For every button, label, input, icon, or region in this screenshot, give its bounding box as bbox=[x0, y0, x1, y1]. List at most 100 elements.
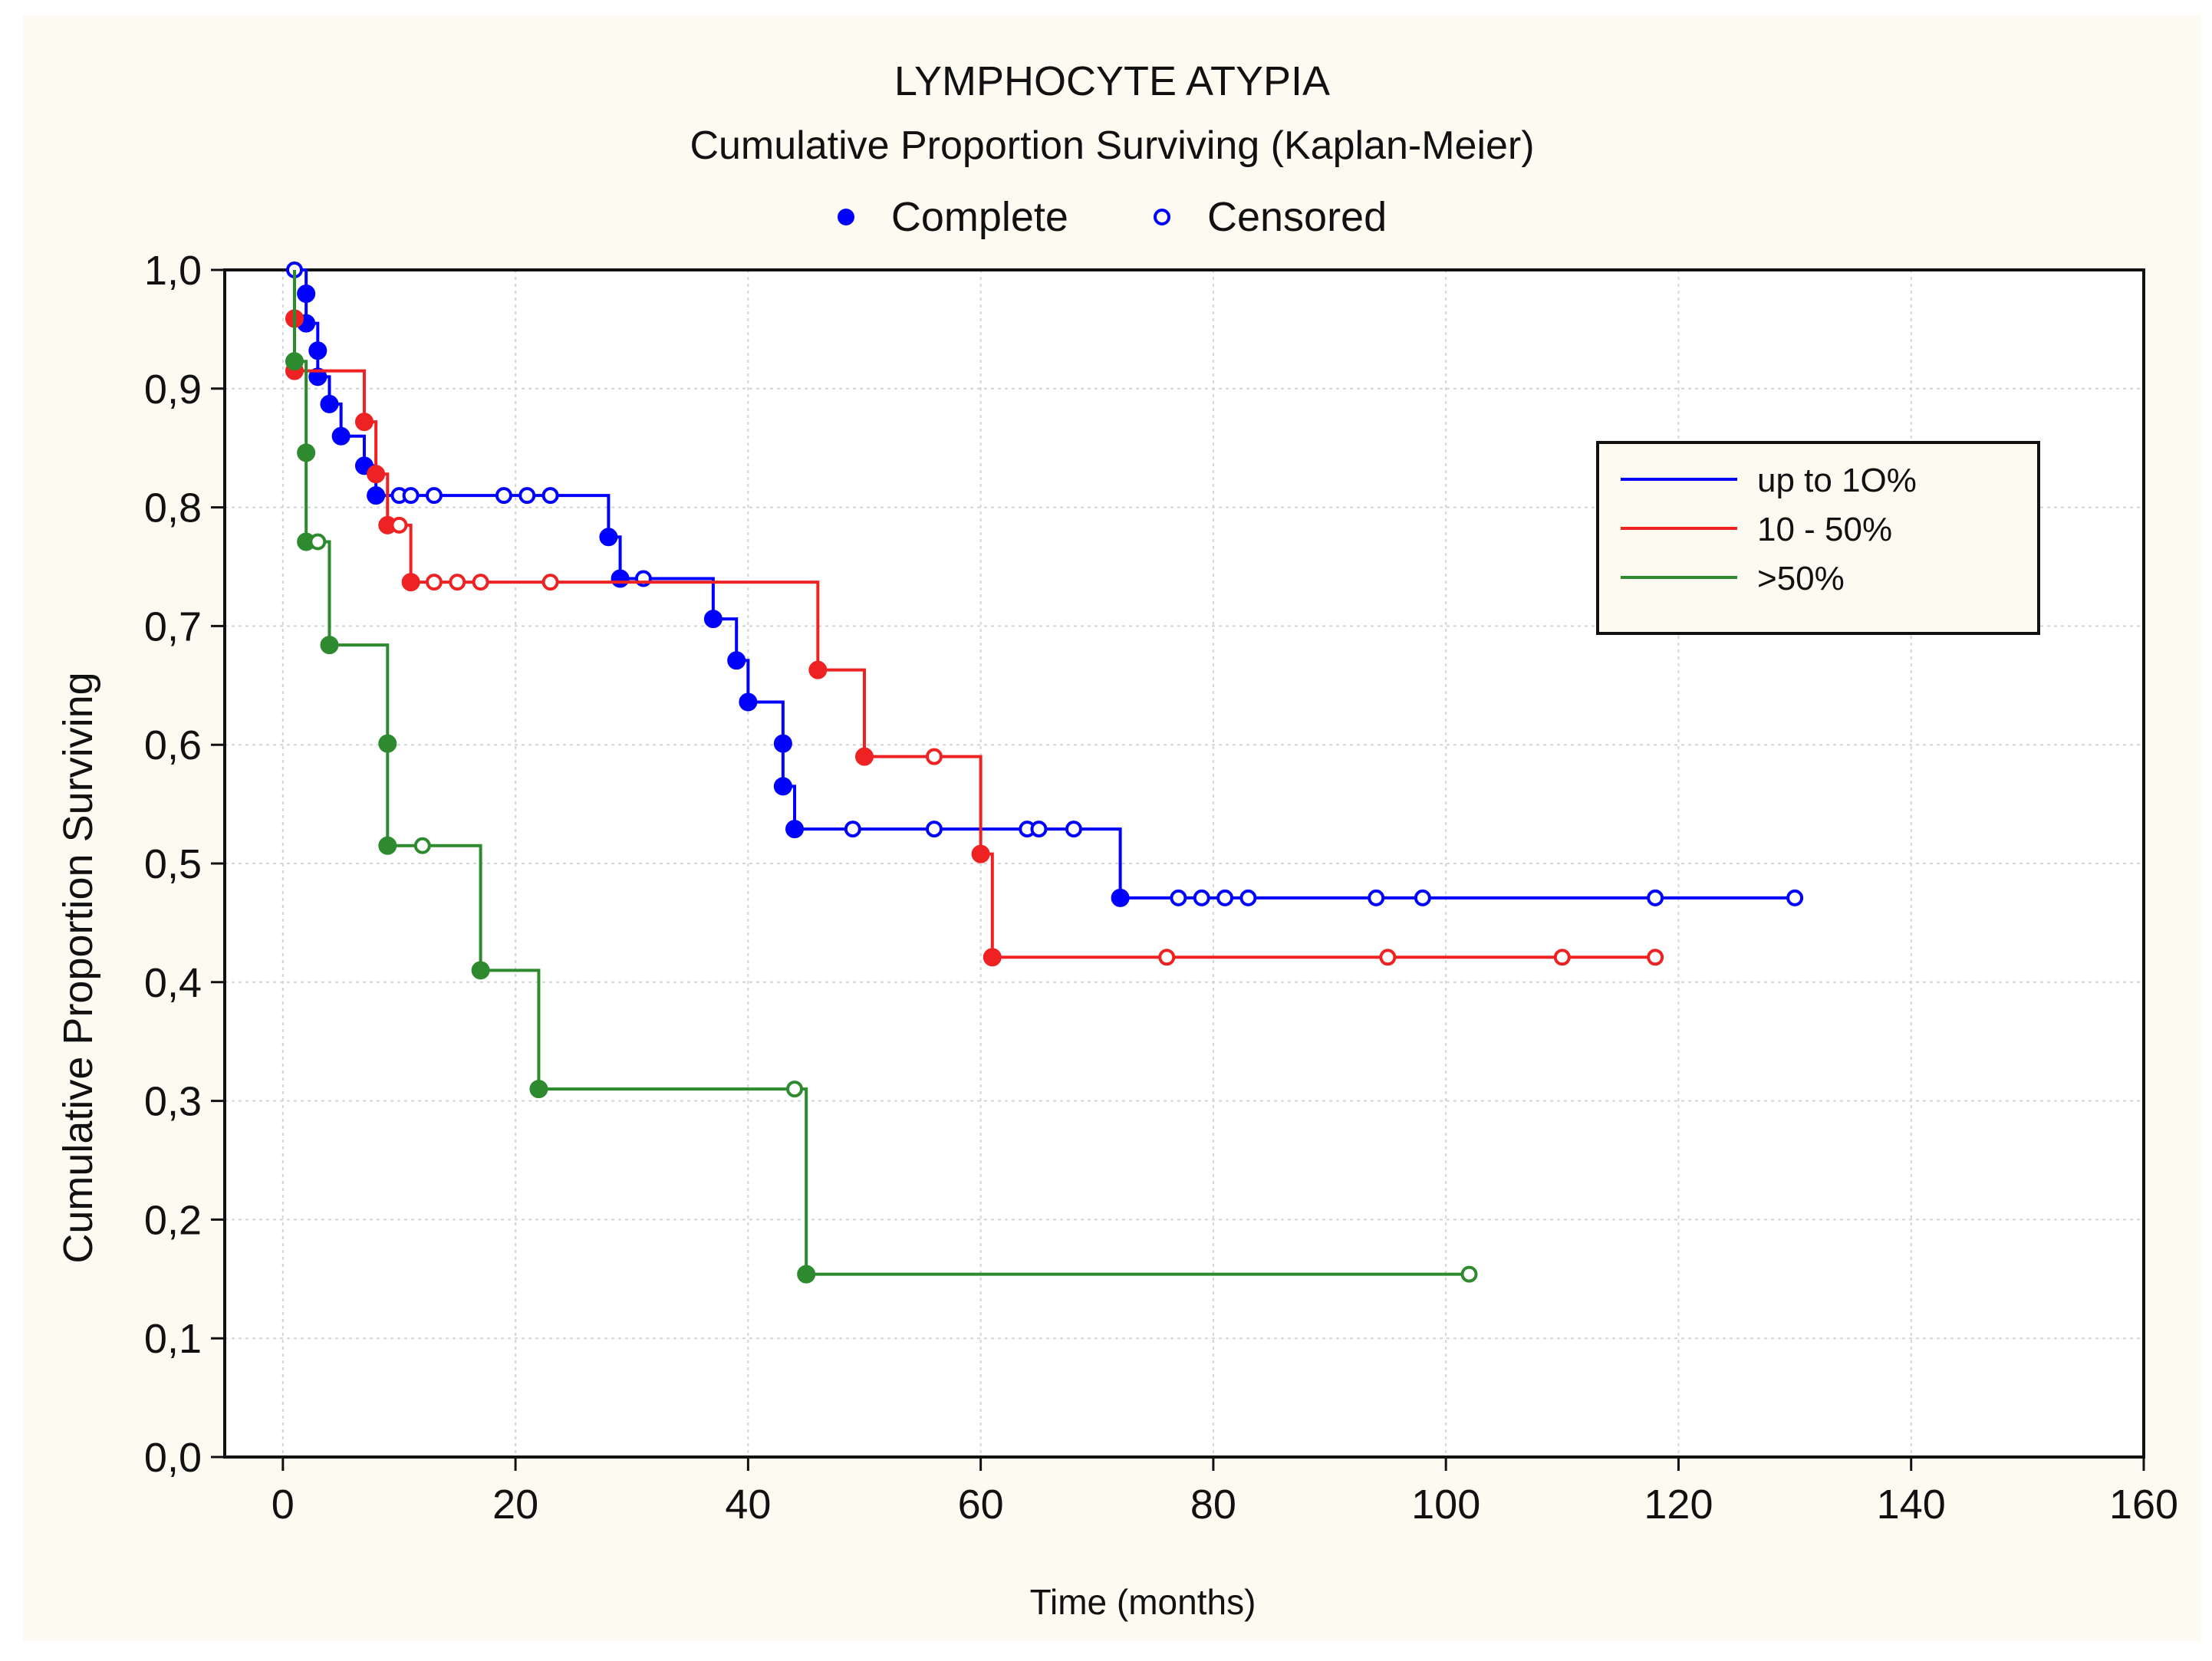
y-tick-label: 0,8 bbox=[144, 485, 202, 531]
complete-point bbox=[773, 777, 792, 796]
y-tick-label: 0,7 bbox=[144, 604, 202, 650]
censored-point bbox=[1065, 821, 1082, 838]
x-axis-label: Time (months) bbox=[1030, 1582, 1256, 1622]
censored-point bbox=[390, 516, 408, 534]
x-tick-label: 100 bbox=[1411, 1482, 1480, 1528]
censored-point bbox=[425, 574, 443, 591]
censored-point bbox=[1647, 949, 1664, 966]
x-tick-label: 20 bbox=[492, 1482, 538, 1528]
marker-legend-complete-label: Complete bbox=[890, 194, 1068, 240]
marker-legend: Complete Censored bbox=[23, 188, 2201, 241]
complete-point bbox=[297, 284, 316, 303]
complete-point bbox=[703, 610, 723, 629]
y-axis-label: Cumulative Proportion Surviving bbox=[55, 672, 101, 1263]
censored-point bbox=[844, 821, 861, 838]
complete-marker-icon bbox=[837, 209, 854, 225]
complete-point bbox=[471, 961, 490, 980]
x-tick-label: 0 bbox=[272, 1482, 295, 1528]
y-tick-label: 0,3 bbox=[144, 1079, 202, 1125]
censored-point bbox=[518, 487, 536, 505]
complete-point bbox=[297, 443, 316, 462]
y-tick-label: 0,1 bbox=[144, 1316, 202, 1362]
complete-point bbox=[599, 528, 618, 547]
complete-point bbox=[354, 413, 374, 432]
legend-label: up to 1O% bbox=[1757, 462, 1917, 499]
chart-title: LYMPHOCYTE ATYPIA bbox=[894, 58, 1331, 104]
censored-point bbox=[1786, 889, 1804, 906]
complete-point bbox=[727, 651, 746, 670]
censored-point bbox=[925, 821, 943, 838]
censored-point bbox=[413, 837, 431, 854]
censored-point bbox=[402, 487, 420, 505]
censored-point bbox=[1216, 889, 1234, 906]
censored-point bbox=[541, 487, 559, 505]
legend-item-1: up to 1O% bbox=[1621, 462, 1917, 499]
x-tick-label: 140 bbox=[1877, 1482, 1946, 1528]
censored-marker-icon bbox=[1153, 209, 1170, 225]
complete-point bbox=[739, 692, 758, 712]
complete-point bbox=[855, 747, 874, 766]
y-tick-label: 0,9 bbox=[144, 367, 202, 413]
y-tick-label: 0,6 bbox=[144, 722, 202, 768]
complete-point bbox=[983, 948, 1002, 967]
series-3 bbox=[285, 270, 1478, 1284]
y-tick-label: 0,4 bbox=[144, 960, 202, 1006]
y-tick-label: 0,5 bbox=[144, 841, 202, 887]
series-2 bbox=[285, 270, 1664, 967]
complete-point bbox=[367, 486, 386, 505]
legend-item-2: 10 - 50% bbox=[1621, 511, 1892, 548]
censored-point bbox=[541, 574, 559, 591]
censored-point bbox=[786, 1080, 804, 1098]
axes: 0 20 40 60 80 100 120 140 160 0,0 0,1 0,2 0,3 0,4 0,5 0… bbox=[144, 248, 2178, 1528]
x-tick-label: 40 bbox=[725, 1482, 771, 1528]
complete-point bbox=[529, 1080, 548, 1099]
censored-point bbox=[425, 487, 443, 505]
legend-label: >50% bbox=[1757, 560, 1845, 597]
censored-point bbox=[495, 487, 512, 505]
complete-point bbox=[773, 734, 792, 753]
complete-point bbox=[785, 820, 805, 839]
censored-point bbox=[1368, 889, 1385, 906]
marker-legend-complete: Complete bbox=[837, 193, 1068, 241]
censored-point bbox=[1193, 889, 1210, 906]
series-line bbox=[292, 270, 1656, 959]
censored-point bbox=[1460, 1265, 1478, 1283]
complete-point bbox=[797, 1265, 816, 1284]
y-tick-label: 1,0 bbox=[144, 248, 202, 294]
complete-point bbox=[971, 844, 990, 863]
complete-point bbox=[378, 836, 397, 855]
legend-item-3: >50% bbox=[1621, 560, 1845, 597]
complete-point bbox=[320, 636, 339, 655]
x-tick-label: 160 bbox=[2109, 1482, 2178, 1528]
x-tick-label: 80 bbox=[1190, 1482, 1236, 1528]
complete-point bbox=[367, 465, 386, 484]
censored-point bbox=[1170, 889, 1187, 906]
complete-point bbox=[308, 367, 328, 386]
censored-point bbox=[1553, 949, 1571, 966]
censored-point bbox=[309, 533, 327, 551]
marker-legend-censored-label: Censored bbox=[1206, 194, 1387, 240]
x-tick-label: 120 bbox=[1644, 1482, 1713, 1528]
y-tick-label: 0,2 bbox=[144, 1197, 202, 1243]
censored-point bbox=[1379, 949, 1397, 966]
legend-box bbox=[1596, 441, 2040, 635]
series-layer bbox=[285, 261, 1804, 1284]
y-tick-label: 0,0 bbox=[144, 1435, 202, 1481]
censored-point bbox=[1414, 889, 1431, 906]
censored-point bbox=[1158, 949, 1176, 966]
legend-label: 10 - 50% bbox=[1757, 511, 1892, 548]
complete-point bbox=[611, 569, 630, 588]
series-legend: up to 1O% 10 - 50% >50% bbox=[1596, 441, 2040, 635]
censored-point bbox=[449, 574, 466, 591]
complete-point bbox=[320, 394, 339, 413]
complete-point bbox=[808, 660, 828, 679]
series-1 bbox=[285, 261, 1804, 907]
complete-point bbox=[308, 341, 328, 360]
marker-legend-censored: Censored bbox=[1153, 193, 1387, 241]
censored-point bbox=[472, 574, 489, 591]
complete-point bbox=[331, 426, 351, 446]
complete-point bbox=[285, 352, 304, 371]
complete-point bbox=[401, 573, 420, 592]
complete-point bbox=[378, 734, 397, 753]
